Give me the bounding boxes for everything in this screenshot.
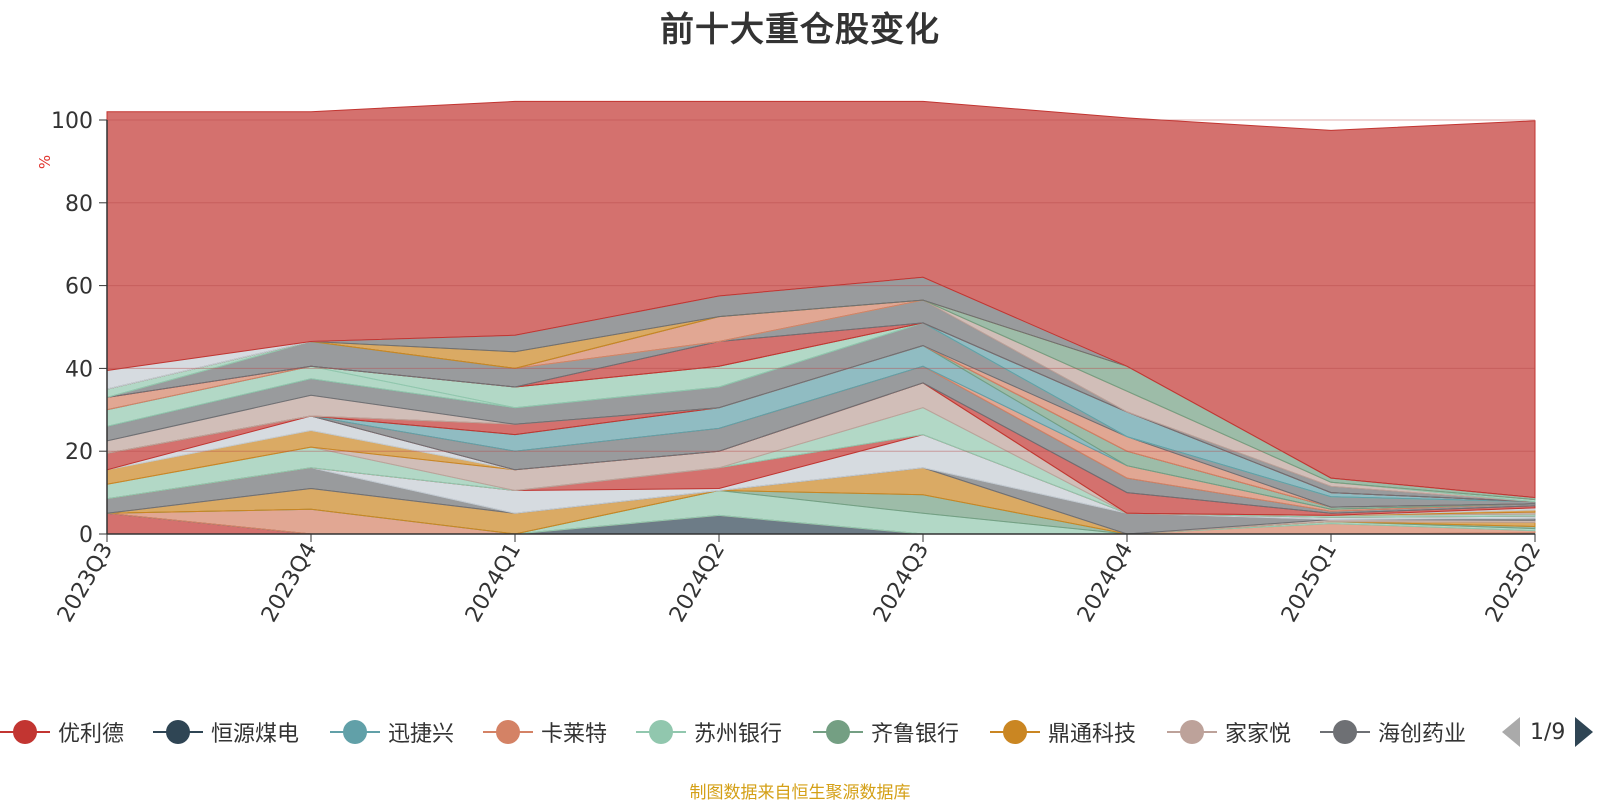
y-axis-label: %	[36, 155, 54, 169]
legend-marker	[813, 717, 863, 747]
legend-label: 优利德	[58, 722, 125, 747]
legend-item-4[interactable]: 卡莱特	[483, 712, 607, 752]
legend-marker	[1167, 717, 1217, 747]
x-tick-label: 2024Q3	[869, 539, 934, 627]
legend-prev-page-icon[interactable]	[1502, 717, 1520, 747]
legend-item-8[interactable]: 家家悦	[1167, 712, 1291, 752]
x-tick-label: 2025Q1	[1277, 539, 1342, 627]
x-tick-label: 2023Q3	[53, 539, 118, 627]
legend-label: 鼎通科技	[1048, 722, 1137, 747]
y-tick-label: 40	[65, 357, 93, 382]
legend-label: 卡莱特	[541, 722, 608, 747]
legend-pager: 1/9	[1502, 712, 1594, 752]
x-tick-label: 2025Q2	[1481, 539, 1546, 627]
y-tick-label: 0	[79, 523, 93, 548]
legend-marker	[636, 717, 686, 747]
legend-label: 家家悦	[1225, 722, 1292, 747]
legend-label: 迅捷兴	[388, 722, 455, 747]
legend-marker	[1320, 717, 1370, 747]
legend-marker	[0, 717, 50, 747]
legend-marker	[990, 717, 1040, 747]
x-tick-label: 2024Q4	[1073, 539, 1138, 627]
axes	[106, 120, 1535, 535]
chart-title: 前十大重仓股变化	[660, 10, 940, 50]
legend-label: 海创药业	[1378, 722, 1467, 747]
legend-item-5[interactable]: 苏州银行	[636, 712, 782, 752]
y-tick-label: 100	[51, 109, 93, 134]
legend-page-indicator: 1/9	[1530, 719, 1566, 745]
legend-item-6[interactable]: 齐鲁银行	[813, 712, 959, 752]
area-layers	[106, 100, 1536, 535]
legend-item-3[interactable]: 迅捷兴	[330, 712, 454, 752]
legend-item-9[interactable]: 海创药业	[1320, 712, 1466, 752]
data-source-note: 制图数据来自恒生聚源数据库	[689, 783, 911, 803]
area-series-38	[106, 100, 1536, 499]
legend-item-2[interactable]: 恒源煤电	[153, 712, 299, 752]
legend-label: 苏州银行	[694, 722, 783, 747]
legend-item-1[interactable]: 优利德	[0, 712, 124, 752]
legend-item-7[interactable]: 鼎通科技	[990, 712, 1136, 752]
y-tick-label: 60	[65, 275, 93, 300]
y-axis-ticks: 0 20 40 60 80 100	[51, 109, 107, 548]
x-tick-label: 2023Q4	[257, 539, 322, 627]
legend-marker	[483, 717, 533, 747]
legend-label: 恒源煤电	[211, 722, 300, 747]
legend-next-page-icon[interactable]	[1575, 717, 1594, 747]
grid-lines	[107, 119, 1535, 452]
legend-marker	[153, 717, 203, 747]
x-axis-ticks: 2023Q3 2023Q4 2024Q1 2024Q2 2024Q3 2024Q4 2025…	[53, 534, 1546, 627]
y-tick-label: 20	[65, 440, 93, 465]
y-tick-label: 80	[65, 192, 93, 217]
legend-marker	[330, 717, 380, 747]
legend: 优利德 恒源煤电 迅捷兴 卡莱特 苏州银行 齐鲁银行 鼎通科技 家家悦 海创药业…	[0, 712, 1600, 752]
x-tick-label: 2024Q1	[461, 539, 526, 627]
x-tick-label: 2024Q2	[665, 539, 730, 627]
legend-label: 齐鲁银行	[871, 722, 960, 747]
